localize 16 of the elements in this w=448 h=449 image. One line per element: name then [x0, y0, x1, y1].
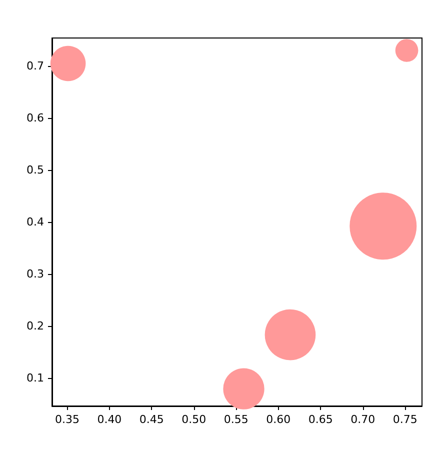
x-tick-label: 0.50 — [182, 413, 206, 426]
y-tick-label: 0.2 — [26, 319, 44, 332]
y-tick-label: 0.3 — [26, 267, 44, 280]
x-tick-label: 0.70 — [350, 413, 376, 426]
x-tick-label: 0.55 — [224, 413, 248, 426]
x-tick-label: 0.35 — [54, 413, 80, 426]
y-tick-label: 0.1 — [26, 371, 44, 384]
x-tick-label: 0.40 — [97, 413, 122, 426]
y-tick-label: 0.4 — [26, 216, 44, 228]
x-tick-label: 0.45 — [139, 413, 164, 426]
x-tick-label: 0.75 — [392, 413, 418, 426]
y-tick-label: 0.5 — [26, 164, 44, 177]
y-tick-label: 0.7 — [26, 60, 44, 73]
x-tick-label: 0.65 — [308, 413, 333, 426]
y-tick-label: 0.6 — [26, 112, 44, 125]
x-tick-label: 0.60 — [266, 413, 291, 426]
